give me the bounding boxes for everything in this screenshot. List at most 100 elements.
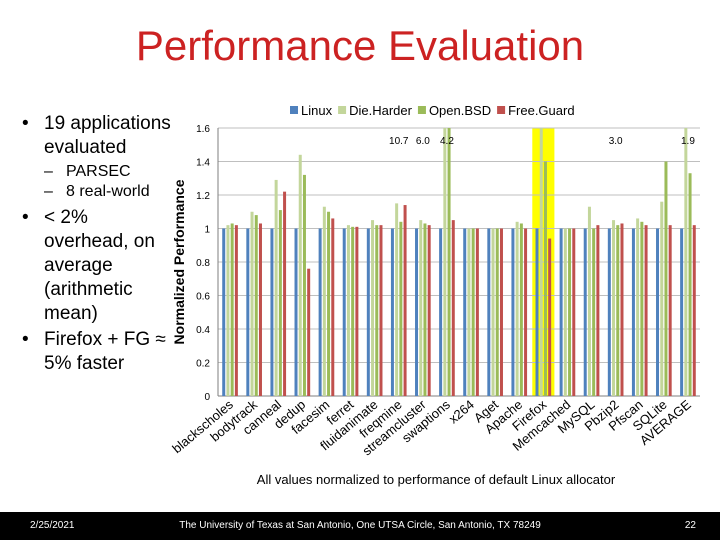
bar-streamcluster-linux (415, 228, 419, 396)
bar-Pbzip2-dieharder (612, 220, 616, 396)
bar-blackscholes-dieharder (226, 225, 230, 396)
bar-x264-dieharder (467, 228, 471, 396)
bar-Firefox-freeguard (548, 238, 552, 396)
bar-AVERAGE-openbsd (688, 173, 692, 396)
bar-Pfscan-linux (631, 228, 635, 396)
bar-x264-linux (463, 228, 467, 396)
footer-page-number: 22 (684, 520, 696, 531)
bar-Pfscan-dieharder (636, 218, 640, 396)
y-tick-label: 1.6 (196, 124, 210, 135)
bar-dedup-linux (294, 228, 298, 396)
bar-swaptions-linux (439, 228, 443, 396)
bar-dedup-openbsd (302, 174, 306, 396)
bar-MySQL-dieharder (587, 206, 591, 396)
bar-Pbzip2-openbsd (616, 225, 620, 396)
clipped-value-label: 10.7 (389, 136, 409, 147)
legend-label: Free.Guard (508, 103, 574, 118)
legend-label: Open.BSD (429, 103, 491, 118)
bar-canneal-linux (270, 228, 274, 396)
bar-fluidanimate-dieharder (371, 220, 375, 396)
legend-swatch (338, 106, 347, 114)
footer-university: The University of Texas at San Antonio, … (179, 520, 541, 531)
clipped-value-label: 6.0 (416, 136, 430, 147)
sub-bullet-parsec: – PARSEC (44, 163, 131, 180)
bar-canneal-freeguard (283, 191, 287, 396)
y-tick-label: 0.2 (196, 359, 210, 370)
bar-streamcluster-freeguard (427, 225, 431, 396)
footer-bar: 2/25/2021 The University of Texas at San… (0, 512, 720, 540)
bar-Aget-dieharder (491, 228, 495, 396)
footer-date: 2/25/2021 (30, 520, 75, 531)
bar-fluidanimate-freeguard (379, 225, 383, 396)
bar-freqmine-freeguard (403, 205, 407, 396)
bar-blackscholes-freeguard (234, 225, 238, 396)
legend-swatch (290, 106, 298, 114)
bar-ferret-linux (342, 228, 346, 396)
bar-streamcluster-dieharder (419, 220, 423, 396)
bar-Apache-openbsd (519, 223, 523, 396)
bar-swaptions-dieharder (443, 128, 447, 396)
bar-x264-openbsd (471, 228, 475, 396)
bar-MySQL-openbsd (592, 228, 596, 396)
bar-x264-freeguard (475, 228, 479, 396)
legend-swatch (497, 106, 506, 114)
legend-swatch (417, 106, 426, 114)
bar-bodytrack-linux (246, 228, 250, 396)
y-tick-label: 0.6 (196, 292, 210, 303)
bar-freqmine-linux (390, 228, 394, 396)
bar-Memcached-freeguard (572, 228, 576, 396)
bar-freqmine-dieharder (395, 203, 399, 396)
bar-blackscholes-openbsd (230, 223, 234, 396)
bar-streamcluster-openbsd (423, 223, 427, 396)
bar-MySQL-linux (583, 228, 587, 396)
bullet-overhead: < 2% overhead, on average (arithmetic me… (22, 206, 172, 326)
bar-facesim-openbsd (327, 211, 331, 396)
bar-Pfscan-openbsd (640, 221, 644, 396)
y-tick-label: 1.2 (196, 191, 210, 202)
bar-ferret-dieharder (346, 225, 350, 396)
y-axis-title: Normalized Performance (171, 179, 187, 344)
bar-Memcached-linux (559, 228, 563, 396)
bar-Pbzip2-linux (607, 228, 611, 396)
sub-bullet-parsec-text: PARSEC (66, 163, 131, 180)
bullet-firefox: Firefox + FG ≈ 5% faster (22, 328, 172, 376)
bar-fluidanimate-openbsd (375, 225, 379, 396)
bar-Firefox-dieharder (539, 128, 543, 396)
bar-canneal-openbsd (278, 210, 282, 396)
clipped-value-label: 1.9 (681, 136, 695, 147)
bar-Pbzip2-freeguard (620, 223, 624, 396)
bar-Firefox-openbsd (543, 161, 547, 396)
bar-Aget-linux (487, 228, 491, 396)
bar-AVERAGE-dieharder (684, 128, 688, 396)
bar-ferret-openbsd (351, 226, 355, 396)
bar-freqmine-openbsd (399, 221, 403, 396)
bar-bodytrack-freeguard (258, 223, 262, 396)
bar-dedup-freeguard (307, 268, 311, 396)
bar-SQLite-freeguard (668, 225, 672, 396)
bar-ferret-freeguard (355, 226, 359, 396)
chart-caption: All values normalized to performance of … (257, 472, 616, 487)
y-tick-label: 0 (204, 392, 210, 403)
legend-label: Die.Harder (349, 103, 413, 118)
y-tick-label: 1.4 (196, 158, 210, 169)
bar-Pfscan-freeguard (644, 225, 648, 396)
bar-SQLite-linux (656, 228, 660, 396)
bar-facesim-freeguard (331, 218, 335, 396)
bar-SQLite-dieharder (660, 201, 664, 396)
sub-bullet-realworld-text: 8 real-world (66, 183, 150, 200)
slide-title: Performance Evaluation (135, 22, 585, 69)
bar-fluidanimate-linux (366, 228, 370, 396)
bar-MySQL-freeguard (596, 225, 600, 396)
y-tick-label: 1 (204, 225, 210, 236)
bar-Aget-openbsd (495, 228, 499, 396)
bar-blackscholes-linux (222, 228, 226, 396)
bar-Memcached-openbsd (568, 228, 572, 396)
bar-facesim-linux (318, 228, 322, 396)
bar-facesim-dieharder (322, 206, 326, 396)
bar-dedup-dieharder (298, 154, 302, 396)
bar-Apache-freeguard (524, 228, 528, 396)
bar-SQLite-openbsd (664, 161, 668, 396)
bar-bodytrack-openbsd (254, 215, 258, 396)
bar-swaptions-freeguard (451, 220, 455, 396)
bullet-apps: 19 applications evaluated (22, 112, 172, 160)
